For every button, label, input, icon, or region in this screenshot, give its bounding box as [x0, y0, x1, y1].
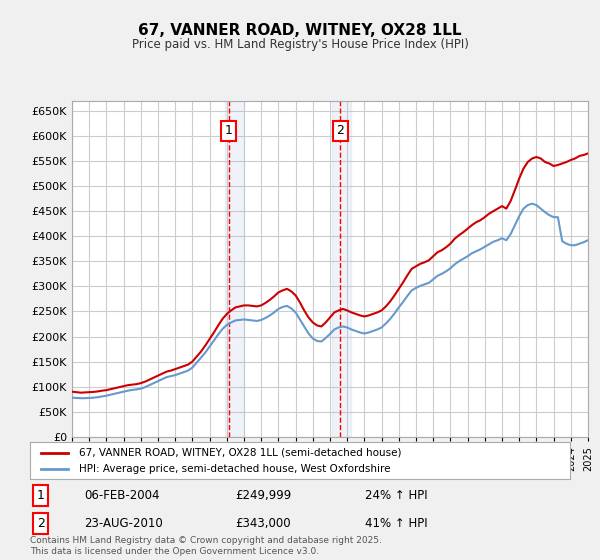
Text: 24% ↑ HPI: 24% ↑ HPI [365, 489, 427, 502]
Text: 23-AUG-2010: 23-AUG-2010 [84, 517, 163, 530]
Text: HPI: Average price, semi-detached house, West Oxfordshire: HPI: Average price, semi-detached house,… [79, 464, 390, 474]
Text: 41% ↑ HPI: 41% ↑ HPI [365, 517, 427, 530]
Text: £343,000: £343,000 [235, 517, 291, 530]
Bar [225, 101, 244, 437]
Bar [332, 101, 350, 437]
Text: 67, VANNER ROAD, WITNEY, OX28 1LL (semi-detached house): 67, VANNER ROAD, WITNEY, OX28 1LL (semi-… [79, 447, 401, 458]
Text: Contains HM Land Registry data © Crown copyright and database right 2025.
This d: Contains HM Land Registry data © Crown c… [30, 536, 382, 556]
Text: 67, VANNER ROAD, WITNEY, OX28 1LL: 67, VANNER ROAD, WITNEY, OX28 1LL [138, 24, 462, 38]
Text: 2: 2 [337, 124, 344, 137]
Text: 1: 1 [224, 124, 232, 137]
Text: 2: 2 [37, 517, 45, 530]
Text: £249,999: £249,999 [235, 489, 292, 502]
Text: 1: 1 [37, 489, 45, 502]
Text: Price paid vs. HM Land Registry's House Price Index (HPI): Price paid vs. HM Land Registry's House … [131, 38, 469, 52]
Text: 06-FEB-2004: 06-FEB-2004 [84, 489, 160, 502]
